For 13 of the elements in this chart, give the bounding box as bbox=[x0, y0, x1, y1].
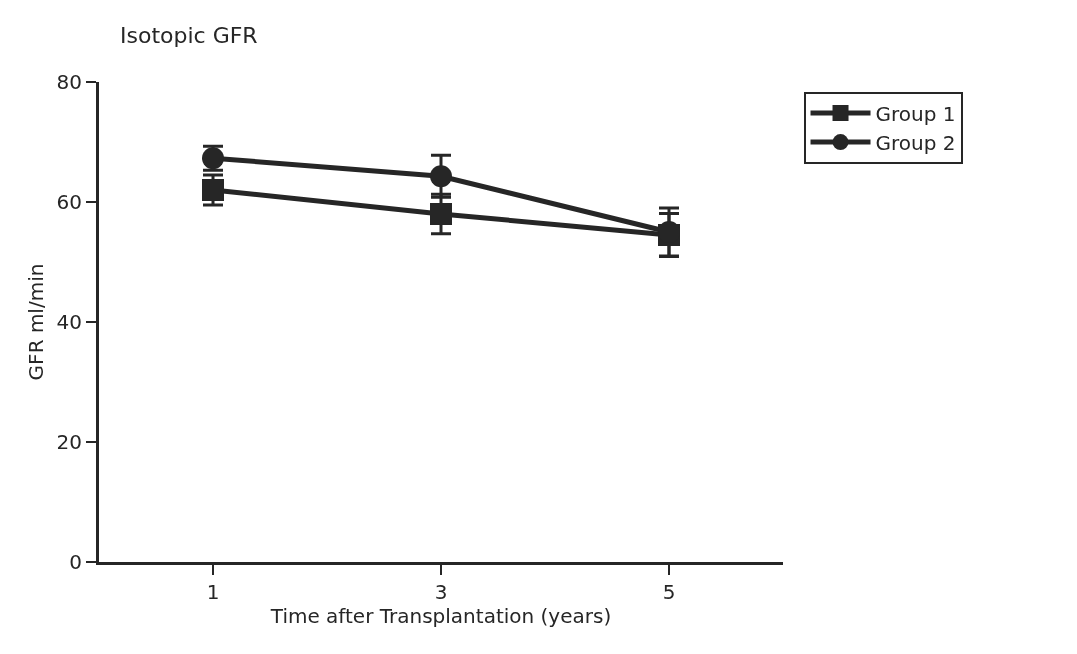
y-axis-title: GFR ml/min bbox=[24, 263, 49, 381]
x-tick-label: 1 bbox=[206, 580, 220, 604]
x-axis-title: Time after Transplantation (years) bbox=[269, 604, 612, 628]
y-tick-label: 80 bbox=[56, 70, 82, 94]
y-tick-label: 0 bbox=[69, 550, 82, 574]
x-tick-label: 3 bbox=[434, 580, 448, 604]
y-tick-label: 20 bbox=[56, 430, 82, 454]
legend-label: Group 1 bbox=[875, 101, 956, 126]
x-tick-label: 5 bbox=[662, 580, 676, 604]
y-tick-label: 40 bbox=[56, 310, 82, 334]
chart-title: Isotopic GFR bbox=[120, 22, 258, 48]
y-tick-label: 60 bbox=[56, 190, 82, 214]
legend-label: Group 2 bbox=[875, 130, 956, 155]
